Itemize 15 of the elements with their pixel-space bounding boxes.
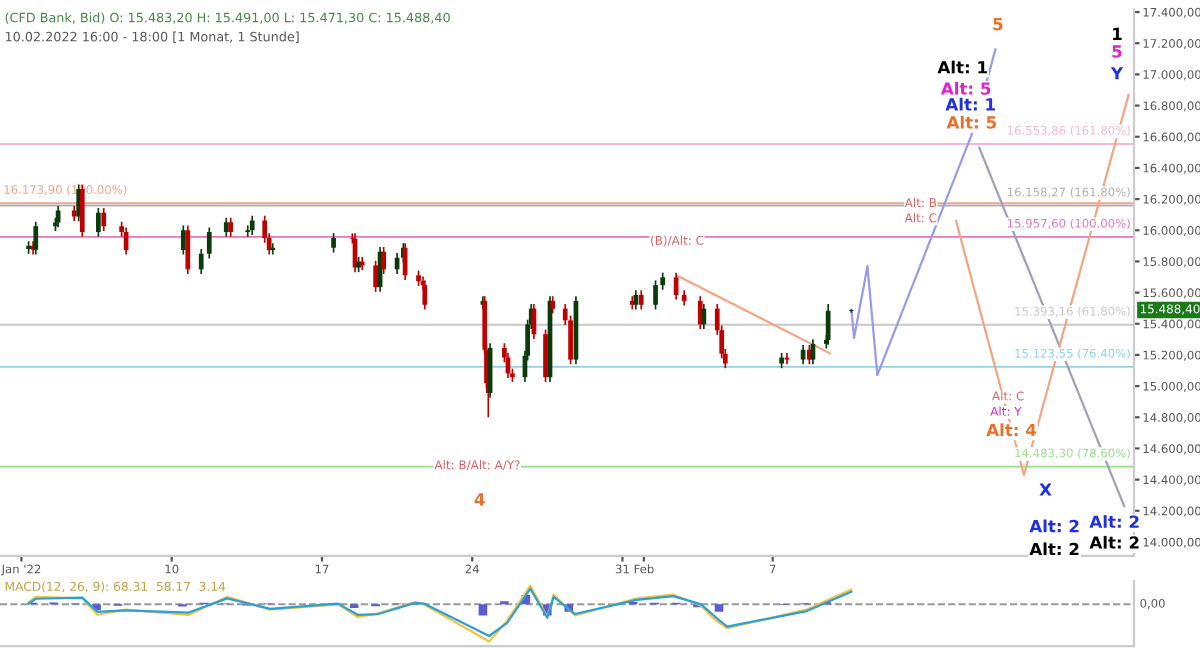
- annotation: 5: [993, 18, 1003, 31]
- annotation: Alt: 2: [1089, 535, 1139, 549]
- annotation: Alt: 2: [1029, 542, 1079, 556]
- annotation: 1: [1113, 27, 1122, 40]
- annotation: Alt: 2: [1089, 515, 1139, 528]
- annotation: Alt: 2: [1029, 519, 1079, 533]
- annotation: Y: [1110, 67, 1124, 80]
- annotation: Alt: 5: [946, 115, 996, 129]
- annotation: 4: [474, 493, 485, 506]
- annotation: Alt: 1: [945, 97, 995, 111]
- annotation: X: [1039, 483, 1052, 496]
- annotation: Alt: 1: [937, 60, 987, 74]
- annotation: Alt: 5: [940, 81, 991, 95]
- annotation: 5: [1112, 45, 1122, 58]
- annotation: Alt: 4: [986, 423, 1037, 437]
